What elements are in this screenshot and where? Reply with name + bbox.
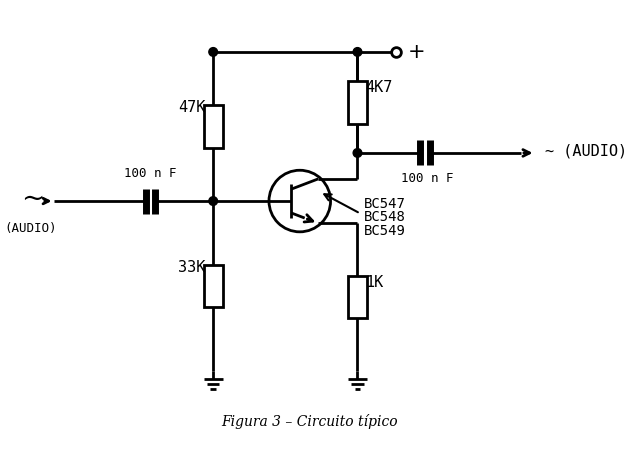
Circle shape <box>209 197 218 205</box>
Text: 33K: 33K <box>178 260 205 275</box>
Text: +: + <box>408 42 425 62</box>
Circle shape <box>353 149 362 157</box>
Text: (AUDIO): (AUDIO) <box>4 222 57 235</box>
Text: BC547: BC547 <box>364 197 406 211</box>
Bar <box>204 265 223 307</box>
Circle shape <box>353 48 362 56</box>
Text: 1K: 1K <box>365 274 383 289</box>
Text: 100 n F: 100 n F <box>124 167 177 180</box>
Bar <box>348 81 367 124</box>
Text: 4K7: 4K7 <box>365 80 392 95</box>
Text: 100 n F: 100 n F <box>401 172 453 185</box>
Text: Figura 3 – Circuito típico: Figura 3 – Circuito típico <box>221 414 397 429</box>
Text: ~: ~ <box>20 186 44 212</box>
Circle shape <box>209 48 218 56</box>
Bar <box>204 105 223 148</box>
Bar <box>348 276 367 318</box>
Text: BC549: BC549 <box>364 224 406 238</box>
Text: BC548: BC548 <box>364 210 406 224</box>
Text: 47K: 47K <box>178 100 205 115</box>
Text: ~ (AUDIO): ~ (AUDIO) <box>545 143 627 158</box>
